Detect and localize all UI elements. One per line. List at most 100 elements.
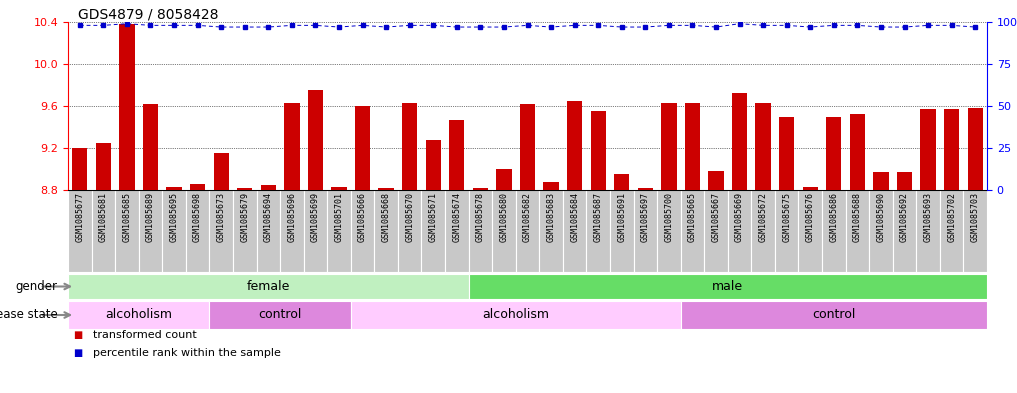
Text: female: female [246,280,290,293]
Bar [587,190,610,272]
Text: GDS4879 / 8058428: GDS4879 / 8058428 [78,8,219,22]
Bar [138,190,163,272]
Text: GSM1085702: GSM1085702 [947,193,956,242]
Bar [539,190,562,272]
Bar [96,143,111,190]
Bar [332,187,347,190]
Text: control: control [813,309,855,321]
Bar [284,103,300,190]
Bar [398,190,421,272]
Text: transformed count: transformed count [94,330,197,340]
Text: ■: ■ [73,330,82,340]
Text: GSM1085665: GSM1085665 [687,193,697,242]
Bar [661,103,676,190]
Text: GSM1085673: GSM1085673 [217,193,226,242]
Bar [614,174,630,190]
Bar [308,90,323,190]
Text: GSM1085683: GSM1085683 [546,193,555,242]
Bar [893,190,916,272]
Bar [870,190,893,272]
Bar [728,190,752,272]
Bar [260,185,276,190]
Text: GSM1085678: GSM1085678 [476,193,485,242]
Bar [167,187,182,190]
Text: GSM1085666: GSM1085666 [358,193,367,242]
Text: GSM1085671: GSM1085671 [429,193,437,242]
Text: GSM1085684: GSM1085684 [571,193,579,242]
Text: GSM1085677: GSM1085677 [75,193,84,242]
Text: GSM1085670: GSM1085670 [405,193,414,242]
Bar [638,188,653,190]
Text: GSM1085688: GSM1085688 [853,193,861,242]
Bar [68,190,92,272]
Bar [119,24,134,190]
Bar [680,301,988,329]
Bar [355,106,370,190]
Text: male: male [712,280,743,293]
Bar [445,190,469,272]
Bar [496,169,512,190]
Text: GSM1085698: GSM1085698 [193,193,202,242]
Bar [492,190,516,272]
Bar [210,301,351,329]
Bar [657,190,680,272]
Bar [543,182,558,190]
Bar [92,190,115,272]
Bar [779,116,794,190]
Bar [351,301,680,329]
Bar [704,190,728,272]
Bar [732,94,747,190]
Bar [469,190,492,272]
Bar [520,104,535,190]
Bar [68,301,210,329]
Text: GSM1085682: GSM1085682 [523,193,532,242]
Bar [256,190,280,272]
Bar [68,274,469,299]
Text: GSM1085681: GSM1085681 [99,193,108,242]
Text: GSM1085697: GSM1085697 [641,193,650,242]
Bar [850,114,865,190]
Bar [378,188,394,190]
Bar [516,190,539,272]
Text: GSM1085676: GSM1085676 [805,193,815,242]
Text: GSM1085669: GSM1085669 [735,193,744,242]
Text: percentile rank within the sample: percentile rank within the sample [94,348,282,358]
Bar [775,190,798,272]
Text: alcoholism: alcoholism [105,309,172,321]
Bar [680,190,704,272]
Bar [822,190,845,272]
Bar [142,104,158,190]
Text: GSM1085700: GSM1085700 [664,193,673,242]
Bar [562,190,587,272]
Text: GSM1085696: GSM1085696 [288,193,296,242]
Bar [304,190,327,272]
Text: GSM1085695: GSM1085695 [170,193,179,242]
Text: disease state: disease state [0,309,58,321]
Bar [450,119,465,190]
Bar [874,172,889,190]
Text: GSM1085692: GSM1085692 [900,193,909,242]
Bar [115,190,138,272]
Bar [402,103,417,190]
Bar [566,101,583,190]
Bar [190,184,205,190]
Bar [967,108,982,190]
Bar [752,190,775,272]
Bar [280,190,304,272]
Text: GSM1085701: GSM1085701 [335,193,344,242]
Bar [963,190,988,272]
Text: GSM1085689: GSM1085689 [146,193,155,242]
Bar [897,172,912,190]
Bar [802,187,818,190]
Text: ■: ■ [73,348,82,358]
Bar [72,148,87,190]
Bar [709,171,724,190]
Bar [425,140,441,190]
Text: GSM1085691: GSM1085691 [617,193,626,242]
Text: GSM1085687: GSM1085687 [594,193,603,242]
Bar [798,190,822,272]
Text: control: control [258,309,302,321]
Bar [214,153,229,190]
Bar [469,274,988,299]
Bar [186,190,210,272]
